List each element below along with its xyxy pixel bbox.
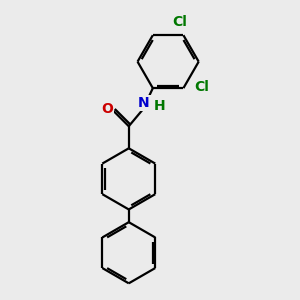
Text: Cl: Cl	[172, 16, 188, 29]
Text: Cl: Cl	[194, 80, 209, 94]
Text: O: O	[101, 102, 113, 116]
Text: N: N	[138, 96, 150, 110]
Text: H: H	[153, 99, 165, 113]
